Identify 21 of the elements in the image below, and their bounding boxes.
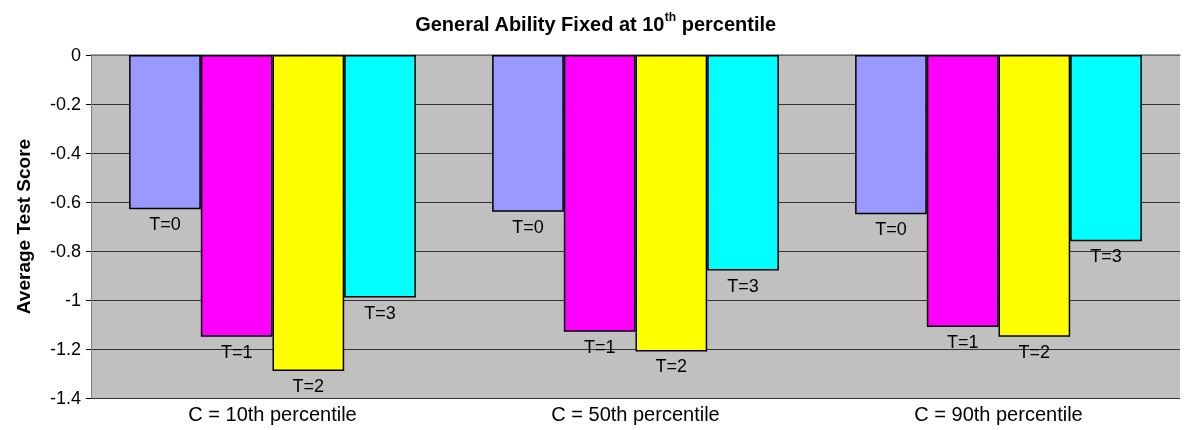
text: T=1 xyxy=(946,331,979,352)
y-tick-label: -0.6 xyxy=(49,192,81,212)
x-tick-label: C = 10th percentile xyxy=(188,403,357,425)
y-axis-title: Average Test Score xyxy=(13,138,34,315)
series-label: T=2 xyxy=(292,376,325,397)
y-tick-label: -1.2 xyxy=(49,339,81,359)
text: T=0 xyxy=(512,216,544,237)
y-tick-label: 0 xyxy=(70,45,81,65)
x-tick-label: C = 90th percentile xyxy=(914,403,1083,425)
text: T=2 xyxy=(655,356,688,377)
y-tick-label: -0.2 xyxy=(49,94,81,114)
y-tick-label: -0.8 xyxy=(49,241,81,261)
text: T=0 xyxy=(875,219,907,240)
x-tick-label: C = 50th percentile xyxy=(551,403,720,425)
y-tick-label: -1 xyxy=(64,290,81,310)
series-label: T=0 xyxy=(149,214,181,235)
y-tick-label: -1.4 xyxy=(49,388,81,408)
text: T=3 xyxy=(1090,246,1122,267)
y-tick-label: -0.4 xyxy=(49,143,81,163)
series-label: T=3 xyxy=(364,302,396,323)
text: T=3 xyxy=(727,275,759,296)
